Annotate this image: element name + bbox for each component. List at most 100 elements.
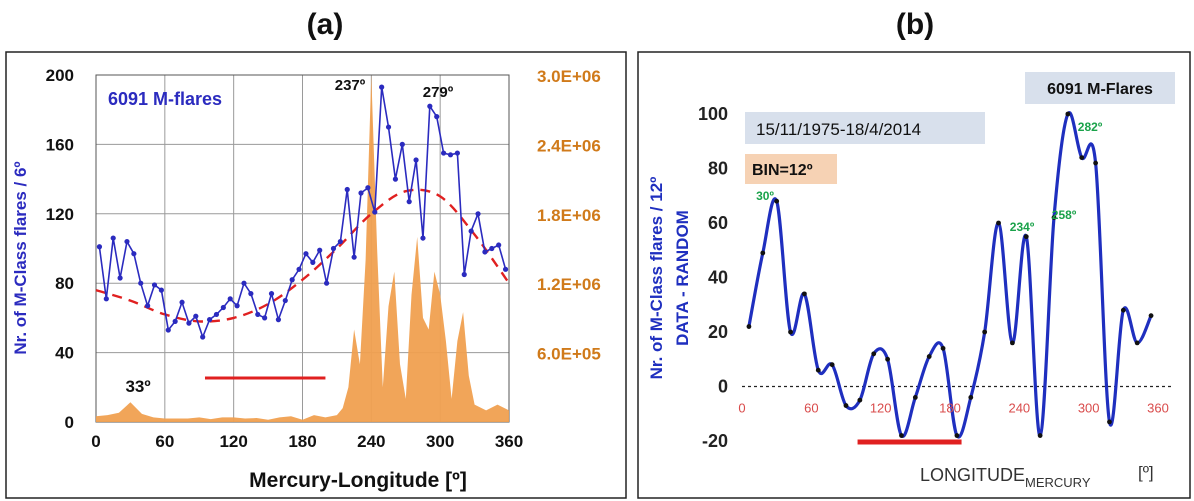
panel-b-xlabel-unit: [º] (1138, 463, 1154, 482)
data-point (968, 395, 974, 400)
data-point (496, 242, 502, 248)
panel-b-count-label: 6091 M-Flares (1047, 81, 1153, 98)
x-tick-label: 180 (939, 401, 961, 416)
data-point (227, 296, 233, 302)
data-point (1023, 234, 1029, 240)
data-point (392, 176, 399, 182)
data-point (358, 190, 364, 196)
data-point (117, 275, 123, 281)
x-tick-label: 300 (426, 432, 454, 451)
data-point (454, 150, 460, 156)
y2-tick-label: 3.0E+06 (537, 67, 601, 86)
y2-tick-label: 6.0E+05 (537, 345, 601, 364)
data-point (1079, 155, 1085, 161)
y-tick-label: 40 (55, 344, 74, 363)
data-point (296, 266, 302, 272)
panel-a-line-series (98, 86, 507, 340)
panel-b-bin-box (745, 154, 837, 184)
panel-a-ticks: 0 60 120 180 240 300 360 0 40 80 120 160 200 6.0E+05 1… (46, 66, 601, 451)
data-point (982, 329, 988, 335)
data-point (912, 395, 918, 400)
data-point (482, 249, 488, 255)
data-point (323, 280, 330, 286)
panel-b-xlabel: LONGITUDEMERCURY (920, 465, 1091, 490)
data-point (857, 397, 863, 403)
data-point (145, 303, 151, 309)
data-point (234, 303, 240, 309)
data-point (220, 304, 226, 311)
data-point (372, 209, 378, 215)
data-point (158, 287, 164, 293)
panel-a-count-label: 6091 M-flares (108, 89, 222, 109)
data-point (746, 324, 752, 329)
data-point (379, 84, 385, 90)
panel-a-peak-279: 279º (423, 84, 454, 101)
x-tick-label: 60 (155, 432, 174, 451)
panel-b-ylabel-2: DATA - RANDOM (673, 210, 692, 346)
data-point (289, 277, 295, 283)
data-point (337, 238, 343, 245)
data-point (268, 291, 275, 297)
data-point (885, 356, 890, 362)
y-tick-label: 80 (708, 159, 728, 179)
data-point (193, 313, 199, 319)
data-point (441, 150, 447, 156)
y-tick-label: 0 (718, 377, 728, 397)
panel-a-peak-237: 237º (335, 77, 366, 94)
panel-b-count-box (1025, 72, 1175, 104)
data-point (255, 311, 261, 318)
panel-b-date-range: 15/11/1975-18/4/2014 (756, 120, 921, 139)
data-point (802, 291, 807, 297)
panel-a-xlabel: Mercury-Longitude [º] (249, 469, 467, 492)
panel-b-ticks: 0 60 120 180 240 300 360 -20 0 20 40 60 80 100 (698, 104, 1169, 451)
panel-a-label: (a) (307, 8, 344, 41)
data-point (502, 266, 509, 272)
x-tick-label: 0 (738, 401, 745, 416)
y-tick-label: 80 (55, 274, 74, 293)
panel-b-markers (746, 111, 1154, 445)
x-tick-label: 240 (1008, 401, 1030, 416)
panel-a-area-series (96, 75, 509, 422)
y-tick-label: 20 (708, 322, 728, 342)
data-point (275, 317, 282, 323)
y2-tick-label: 1.8E+06 (537, 206, 601, 225)
data-point (399, 141, 405, 147)
data-point (241, 280, 247, 286)
data-point (124, 238, 130, 245)
data-point (954, 433, 960, 438)
line-series-a (98, 86, 507, 340)
data-point (138, 280, 144, 286)
data-point (1120, 307, 1126, 313)
y2-tick-label: 1.2E+06 (537, 275, 601, 294)
data-point (248, 291, 254, 297)
panel-a-peak-33: 33º (125, 377, 150, 396)
panel-b-xlabel-sub: MERCURY (1025, 475, 1091, 490)
data-point (871, 351, 877, 357)
x-tick-label: 360 (495, 432, 523, 451)
data-point (461, 271, 467, 278)
data-point (344, 186, 350, 193)
data-point (303, 251, 309, 257)
y-tick-label: 120 (46, 205, 74, 224)
data-point (330, 245, 337, 252)
data-point (413, 157, 419, 163)
panel-a-frame (5, 51, 627, 499)
x-tick-label: 180 (288, 432, 316, 451)
panel-b-peak-30: 30º (756, 189, 774, 203)
data-point (103, 296, 109, 302)
data-point (1037, 433, 1043, 438)
data-point (996, 220, 1001, 226)
y-tick-label: 160 (46, 135, 74, 154)
data-point (1010, 340, 1015, 346)
data-point (206, 317, 213, 323)
data-point (468, 228, 474, 234)
data-point (110, 235, 116, 241)
panel-a-markers (96, 84, 509, 380)
data-point (200, 334, 206, 340)
panel-b-bin: BIN=12º (752, 162, 813, 179)
data-point (179, 299, 185, 305)
y2-tick-label: 2.4E+06 (537, 136, 601, 155)
data-point (788, 329, 793, 335)
data-point (843, 403, 849, 408)
x-tick-label: 120 (219, 432, 247, 451)
